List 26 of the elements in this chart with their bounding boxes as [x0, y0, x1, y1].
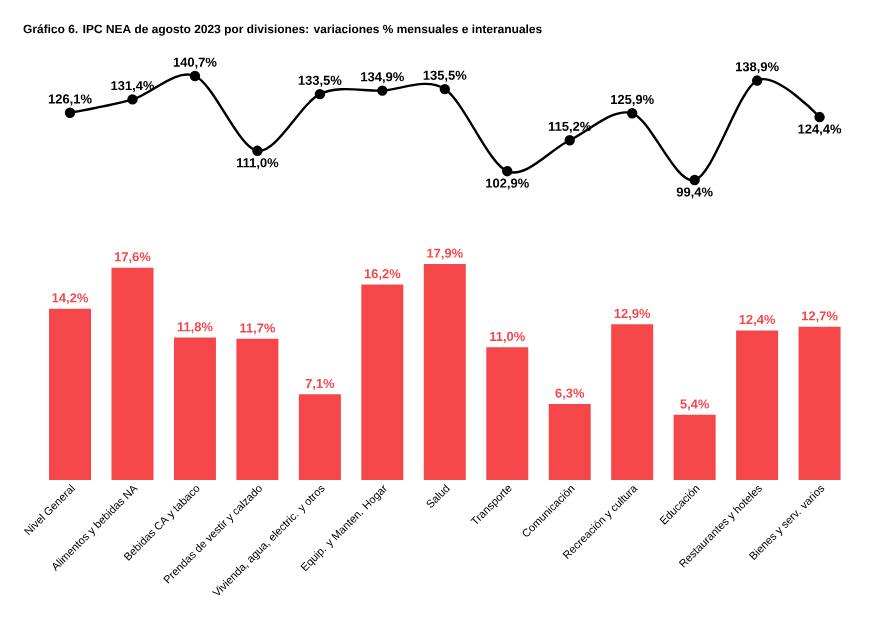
bar — [298, 394, 341, 481]
point — [64, 107, 76, 118]
bar — [361, 284, 404, 481]
bar — [423, 264, 466, 481]
point — [689, 174, 700, 186]
point — [751, 75, 763, 86]
bar — [736, 330, 779, 481]
point — [252, 145, 263, 156]
bar — [111, 267, 154, 481]
point — [189, 70, 201, 82]
point — [314, 88, 326, 100]
bar — [548, 403, 591, 481]
point — [502, 166, 513, 177]
bar — [611, 324, 654, 481]
point — [439, 83, 450, 95]
bar — [486, 347, 529, 481]
point — [627, 108, 638, 119]
bar — [236, 338, 279, 481]
point — [377, 85, 388, 96]
point — [814, 111, 825, 123]
bar — [673, 414, 716, 481]
point — [127, 94, 138, 105]
bar — [173, 337, 216, 481]
bar — [798, 326, 841, 481]
bar — [49, 308, 92, 481]
point — [564, 135, 575, 146]
